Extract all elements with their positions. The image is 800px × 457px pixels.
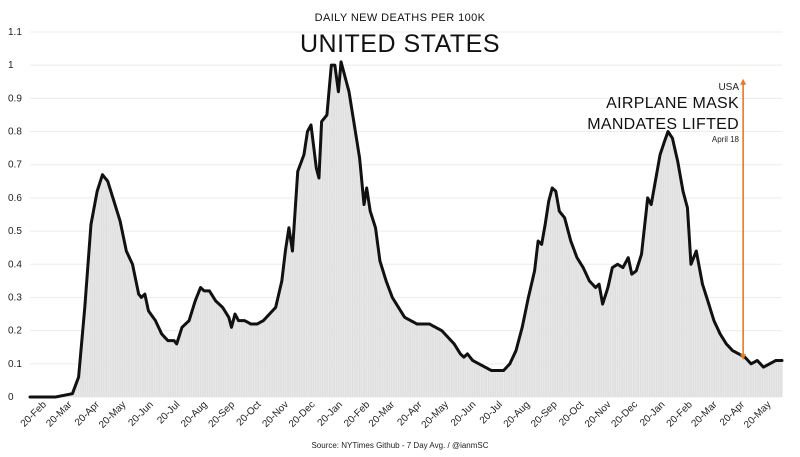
y-tick-label: 1.1 (8, 27, 22, 38)
y-tick-label: 0.7 (8, 160, 22, 171)
annotation-arrowhead-top (740, 78, 747, 85)
series-line (28, 60, 784, 399)
annotation: USA AIRPLANE MASK MANDATES LIFTED April … (587, 78, 747, 361)
area-fill (56, 61, 783, 397)
y-tick-label: 0.8 (8, 127, 22, 138)
annotation-label-date: April 18 (712, 135, 740, 144)
chart-source: Source: NYTimes Github - 7 Day Avg. / @i… (311, 441, 488, 450)
y-tick-label: 0.9 (8, 93, 22, 104)
y-axis-ticks: 0 0.1 0.2 0.3 0.4 0.5 0.6 0.7 0.8 0.9 1 1.1 (8, 27, 22, 403)
annotation-arrowhead-bottom (740, 354, 747, 361)
y-tick-label: 0.2 (8, 326, 22, 337)
annotation-label-line2: MANDATES LIFTED (587, 116, 739, 133)
chart-subtitle: DAILY NEW DEATHS PER 100K (315, 12, 486, 24)
chart-title: UNITED STATES (300, 30, 500, 58)
y-tick-label: 0.6 (8, 193, 22, 204)
y-tick-label: 1 (8, 60, 14, 71)
y-tick-label: 0.3 (8, 292, 22, 303)
y-tick-label: 0.4 (8, 259, 22, 270)
y-tick-label: 0.1 (8, 359, 22, 370)
y-tick-label: 0 (8, 392, 14, 403)
y-tick-label: 0.5 (8, 226, 22, 237)
annotation-label-top: USA (718, 82, 739, 93)
annotation-label-line1: AIRPLANE MASK (606, 95, 739, 112)
